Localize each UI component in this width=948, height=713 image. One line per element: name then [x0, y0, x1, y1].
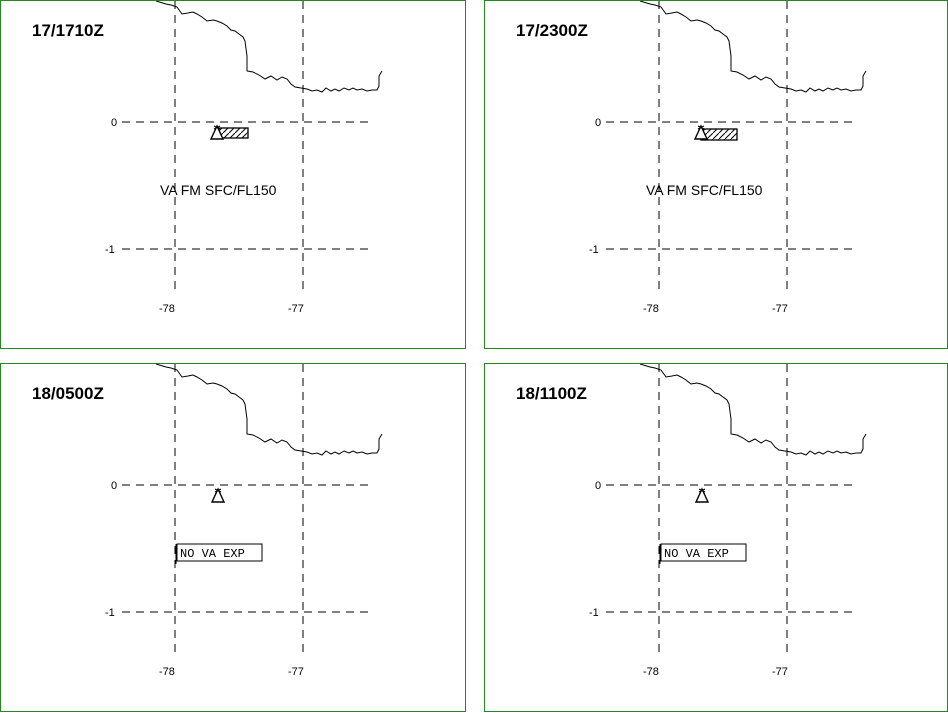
lat-label-0: 0 [595, 480, 601, 492]
lon-label-minus77: -77 [772, 303, 788, 315]
no-ash-box: NO VA EXP [175, 543, 263, 564]
forecast-panel-3: 18/0500Z 0 -1 -78 -77 NO VA EXP [0, 363, 466, 712]
lat-label-minus1: -1 [589, 244, 599, 256]
lon-label-minus78: -78 [159, 666, 175, 678]
lon-label-minus78: -78 [159, 303, 175, 315]
ash-height-label: VA FM SFC/FL150 [646, 182, 763, 198]
no-ash-label: NO VA EXP [180, 547, 245, 561]
forecast-panel-1: 17/1710Z 0 -1 -78 -77 VA FM SFC/FL150 [0, 0, 466, 349]
volcano-triangle-icon [210, 487, 226, 503]
forecast-panel-2: 17/2300Z 0 -1 -78 -77 VA FM SFC/FL150 [484, 0, 948, 349]
map-1: 17/1710Z 0 -1 -78 -77 VA FM SFC/FL150 [32, 1, 383, 315]
lon-label-minus77: -77 [288, 303, 304, 315]
lon-label-minus78: -78 [643, 666, 659, 678]
forecast-panel-4: 18/1100Z 0 -1 -78 -77 NO VA EXP [484, 363, 948, 712]
coastline [639, 364, 867, 456]
no-ash-label: NO VA EXP [664, 547, 729, 561]
valid-time-label: 18/1100Z [516, 384, 587, 403]
map-2: 17/2300Z 0 -1 -78 -77 VA FM SFC/FL150 [516, 1, 867, 315]
lat-label-minus1: -1 [105, 244, 115, 256]
lat-label-minus1: -1 [589, 607, 599, 619]
lat-label-0: 0 [595, 117, 601, 129]
volcano-triangle-icon [694, 487, 710, 503]
no-ash-box: NO VA EXP [659, 543, 747, 564]
lat-label-minus1: -1 [105, 607, 115, 619]
lon-label-minus78: -78 [643, 303, 659, 315]
volcano-triangle-icon [693, 124, 709, 140]
map-4: 18/1100Z 0 -1 -78 -77 NO VA EXP [516, 364, 867, 678]
valid-time-label: 17/2300Z [516, 21, 588, 40]
valid-time-label: 18/0500Z [32, 384, 104, 403]
lat-label-0: 0 [111, 480, 117, 492]
map-3: 18/0500Z 0 -1 -78 -77 NO VA EXP [32, 364, 383, 678]
volcano-triangle-icon [209, 124, 225, 140]
lon-label-minus77: -77 [772, 666, 788, 678]
lon-label-minus77: -77 [288, 666, 304, 678]
ash-height-label: VA FM SFC/FL150 [160, 182, 277, 198]
coastline [155, 1, 383, 93]
coastline [155, 364, 383, 456]
coastline [639, 1, 867, 93]
valid-time-label: 17/1710Z [32, 21, 104, 40]
lat-label-0: 0 [111, 117, 117, 129]
